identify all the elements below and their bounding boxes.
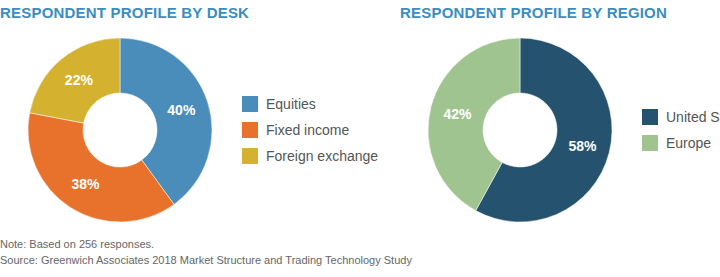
- html-text:RESPONDENT PROFILE BY DESK: RESPONDENT PROFILE BY DESK: [0, 4, 250, 21]
- html-text:Equities: Equities: [266, 96, 316, 112]
- html-text:Europe: Europe: [666, 135, 712, 151]
- svg-text:22%: 22%: [65, 72, 94, 88]
- html-text:Source: Greenwich Associates 2: Source: Greenwich Associates 2018 Market…: [0, 254, 412, 266]
- html-text:RESPONDENT PROFILE BY REGION: RESPONDENT PROFILE BY REGION: [400, 4, 667, 21]
- svg-text:38%: 38%: [71, 176, 100, 192]
- html-text:Note: Based on 256 responses.: Note: Based on 256 responses.: [0, 238, 155, 250]
- svg-text:58%: 58%: [568, 138, 597, 154]
- html-text:Fixed income: Fixed income: [266, 122, 350, 138]
- html-text:Foreign exchange: Foreign exchange: [266, 148, 379, 164]
- svg-text:42%: 42%: [444, 106, 473, 122]
- svg-text:40%: 40%: [167, 102, 196, 118]
